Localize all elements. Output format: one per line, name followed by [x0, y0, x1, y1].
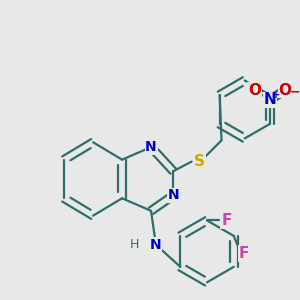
Text: N: N — [145, 140, 157, 154]
Text: S: S — [194, 154, 205, 169]
Text: H: H — [130, 238, 139, 251]
Text: N: N — [167, 188, 179, 203]
Text: O: O — [248, 82, 261, 98]
Text: −: − — [290, 85, 300, 99]
Text: +: + — [272, 90, 281, 100]
Text: N: N — [150, 238, 162, 252]
Text: F: F — [238, 246, 249, 261]
Text: F: F — [221, 213, 232, 228]
Text: O: O — [279, 82, 292, 98]
Text: N: N — [263, 92, 276, 107]
